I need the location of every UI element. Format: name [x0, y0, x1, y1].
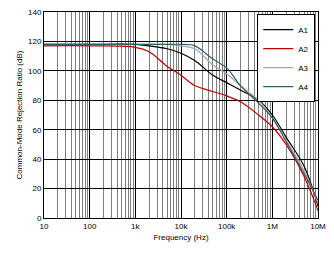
svg-text:10k: 10k [175, 222, 189, 231]
svg-text:A1: A1 [298, 26, 308, 35]
svg-text:0: 0 [37, 214, 42, 223]
svg-text:100: 100 [83, 222, 97, 231]
svg-text:140: 140 [28, 8, 42, 17]
svg-text:60: 60 [32, 126, 41, 135]
svg-text:10M: 10M [310, 222, 326, 231]
svg-text:A4: A4 [298, 83, 308, 92]
svg-text:Common-Mode Rejection Ratio (d: Common-Mode Rejection Ratio (dB) [15, 50, 24, 179]
svg-text:D016: D016 [309, 253, 321, 254]
svg-text:Frequency (Hz): Frequency (Hz) [153, 233, 208, 242]
svg-text:A3: A3 [298, 64, 308, 73]
svg-text:A2: A2 [298, 45, 308, 54]
svg-text:10: 10 [40, 222, 49, 231]
svg-text:1M: 1M [267, 222, 278, 231]
svg-text:40: 40 [32, 155, 41, 164]
svg-text:120: 120 [28, 37, 42, 46]
svg-text:100: 100 [28, 67, 42, 76]
svg-text:100k: 100k [218, 222, 236, 231]
svg-text:20: 20 [32, 184, 41, 193]
svg-text:80: 80 [32, 96, 41, 105]
svg-text:1k: 1k [131, 222, 140, 231]
